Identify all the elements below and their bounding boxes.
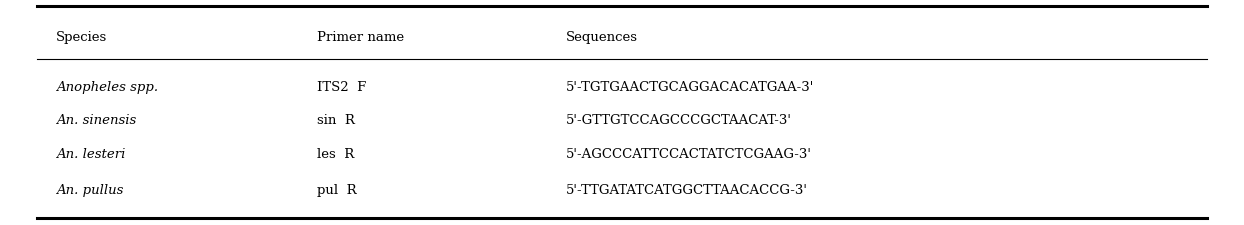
Text: Species: Species [56, 31, 107, 44]
Text: An. sinensis: An. sinensis [56, 114, 137, 127]
Text: An. pullus: An. pullus [56, 184, 123, 197]
Text: les  R: les R [317, 148, 355, 161]
Text: pul  R: pul R [317, 184, 357, 197]
Text: sin  R: sin R [317, 114, 355, 127]
Text: Primer name: Primer name [317, 31, 404, 44]
Text: 5'-TGTGAACTGCAGGACACATGAA-3': 5'-TGTGAACTGCAGGACACATGAA-3' [566, 80, 815, 93]
Text: ITS2  F: ITS2 F [317, 80, 367, 93]
Text: 5'-AGCCCATTCCACTATCTCGAAG-3': 5'-AGCCCATTCCACTATCTCGAAG-3' [566, 148, 812, 161]
Text: Sequences: Sequences [566, 31, 638, 44]
Text: 5'-GTTGTCCAGCCCGCTAACAT-3': 5'-GTTGTCCAGCCCGCTAACAT-3' [566, 114, 792, 127]
Text: 5'-TTGATATCATGGCTTAACACCG-3': 5'-TTGATATCATGGCTTAACACCG-3' [566, 184, 809, 197]
Text: An. lesteri: An. lesteri [56, 148, 126, 161]
Text: Anopheles spp.: Anopheles spp. [56, 80, 158, 93]
